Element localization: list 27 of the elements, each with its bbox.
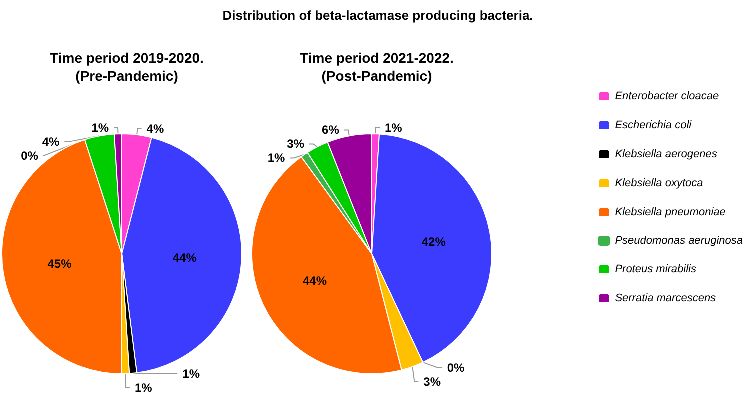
legend-label: Serratia marcescens bbox=[615, 292, 717, 304]
slice-label: Time period 2021-2022. (Post-Pandemic) bbox=[300, 50, 454, 84]
text: 0% bbox=[21, 149, 38, 164]
legend-label: Klebsiella pneumoniae bbox=[615, 206, 726, 218]
legend-label: Enterobacter cloacae bbox=[615, 90, 720, 102]
data-label: 1% bbox=[134, 381, 153, 395]
data-label: 42% bbox=[422, 235, 446, 250]
data-label: 1% bbox=[92, 121, 110, 136]
data-label: 4% bbox=[42, 135, 60, 150]
data-label: 44% bbox=[172, 250, 198, 265]
data-label: 3% bbox=[287, 137, 305, 152]
legend-label: Klebsiella aerogenes bbox=[615, 148, 718, 160]
legend-label: Klebsiella oxytoca bbox=[615, 178, 704, 190]
slice-label: Time period 2019-2020. (Pre-Pandemic) bbox=[50, 50, 204, 84]
legend-label: Proteus mirabilis bbox=[615, 264, 697, 276]
data-label: 1% bbox=[182, 367, 200, 381]
data-label: 4% bbox=[146, 122, 164, 136]
data-label: 6% bbox=[322, 123, 340, 138]
data-label: 3% bbox=[424, 375, 442, 390]
text: 0% bbox=[447, 361, 465, 376]
chart-title: Distribution of beta-lactamase producing bacteria. bbox=[222, 8, 534, 23]
legend-label: Pseudomonas aeruginosa bbox=[615, 235, 743, 247]
data-label: 44% bbox=[302, 274, 328, 288]
legend-label: Escherichia coli bbox=[615, 120, 692, 132]
data-label: 1% bbox=[384, 121, 403, 136]
data-label: 1% bbox=[268, 151, 286, 166]
data-label: 45% bbox=[48, 256, 72, 271]
